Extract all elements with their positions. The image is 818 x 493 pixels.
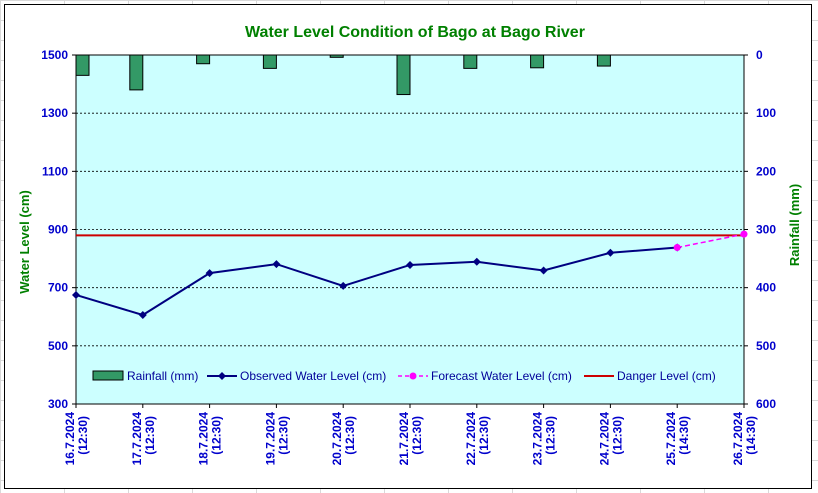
x-tick-date: 17.7.2024	[130, 412, 144, 466]
x-tick-date: 21.7.2024	[397, 412, 411, 466]
x-tick-label: 24.7.2024 (12:30)	[597, 412, 624, 466]
right-y-ticks: 0 100 200 300 400 500 600	[744, 48, 776, 411]
left-tick-label: 1500	[41, 48, 68, 62]
rainfall-bar	[596, 54, 611, 67]
observed-point	[138, 311, 147, 320]
x-tick-time: (12:30)	[477, 416, 491, 455]
x-tick-time: (12:30)	[143, 416, 157, 455]
rainfall-bar	[329, 54, 344, 58]
observed-point	[205, 269, 214, 278]
right-tick-label: 100	[756, 106, 776, 120]
observed-point	[406, 260, 414, 269]
x-tick-time: (12:30)	[610, 416, 624, 455]
left-tick-label: 300	[48, 397, 68, 411]
left-axis-label: Water Level (cm)	[17, 190, 32, 294]
observed-point	[272, 260, 281, 269]
x-tick-date: 16.7.2024	[63, 412, 77, 466]
x-tick-label: 20.7.2024 (12:30)	[330, 412, 357, 466]
x-tick-time: (12:30)	[76, 416, 90, 455]
x-tick-date: 22.7.2024	[464, 412, 478, 466]
x-tick-label: 26.7.2024 (14:30)	[731, 412, 758, 466]
rainfall-bar	[262, 54, 277, 69]
right-tick-label: 500	[756, 339, 776, 353]
right-tick-label: 0	[756, 48, 763, 62]
legend-danger-label: Danger Level (cm)	[617, 369, 716, 383]
left-tick-label: 500	[48, 339, 68, 353]
x-tick-time: (12:30)	[343, 416, 357, 455]
left-y-ticks: 300 500 700 900 1100 1300 1500	[41, 48, 76, 411]
right-tick-label: 300	[756, 223, 776, 237]
legend-forecast-label: Forecast Water Level (cm)	[431, 369, 572, 383]
markers	[72, 230, 748, 320]
legend-forecast-marker	[409, 372, 417, 380]
x-tick-label: 21.7.2024 (12:30)	[397, 412, 424, 466]
legend-observed-marker	[218, 372, 226, 380]
legend: Rainfall (mm) Observed Water Level (cm) Fo…	[92, 369, 716, 383]
left-tick-label: 1100	[42, 164, 68, 178]
observed-point	[606, 248, 615, 257]
right-tick-label: 200	[756, 164, 776, 178]
x-tick-date: 25.7.2024	[664, 412, 678, 466]
x-tick-time: (12:30)	[210, 416, 224, 455]
x-tick-date: 18.7.2024	[197, 412, 211, 466]
x-tick-date: 20.7.2024	[330, 412, 344, 466]
right-tick-label: 600	[756, 397, 776, 411]
right-axis-label: Rainfall (mm)	[787, 184, 802, 266]
x-tick-time: (14:30)	[677, 416, 691, 455]
observed-point	[539, 266, 548, 275]
x-tick-time: (12:30)	[276, 416, 290, 455]
x-tick-label: 19.7.2024 (12:30)	[263, 412, 290, 466]
chart-title: Water Level Condition of Bago at Bago Ri…	[245, 24, 585, 41]
observed-line	[75, 246, 678, 317]
forecast-point	[740, 230, 748, 238]
observed-point	[472, 257, 481, 266]
observed-point	[339, 281, 348, 290]
right-tick-label: 400	[756, 281, 776, 295]
legend-rain-label: Rainfall (mm)	[127, 369, 198, 383]
x-tick-time: (12:30)	[544, 416, 558, 455]
x-ticks: 16.7.2024 (12:30) 17.7.2024 (12:30) 18.7.202…	[63, 404, 758, 465]
left-tick-label: 900	[48, 223, 68, 237]
rainfall-bar	[530, 54, 545, 69]
gridlines	[76, 112, 744, 347]
rainfall-bar	[196, 54, 211, 65]
x-tick-time: (12:30)	[410, 416, 424, 455]
rainfall-bar	[129, 54, 144, 91]
x-tick-label: 16.7.2024 (12:30)	[63, 412, 90, 466]
left-tick-label: 700	[48, 281, 68, 295]
x-tick-label: 25.7.2024 (14:30)	[664, 412, 691, 466]
observed-point	[72, 290, 80, 299]
x-tick-date: 23.7.2024	[531, 412, 545, 466]
x-tick-time: (14:30)	[744, 416, 758, 455]
x-tick-label: 22.7.2024 (12:30)	[464, 412, 491, 466]
forecast-line	[677, 233, 745, 249]
x-tick-label: 23.7.2024 (12:30)	[531, 412, 558, 466]
rainfall-bars	[75, 54, 611, 96]
rainfall-bar	[75, 54, 90, 76]
x-tick-date: 26.7.2024	[731, 412, 745, 466]
legend-rain-swatch	[92, 370, 124, 381]
legend-observed-label: Observed Water Level (cm)	[240, 369, 386, 383]
x-tick-date: 24.7.2024	[597, 412, 611, 466]
x-tick-date: 19.7.2024	[263, 412, 277, 466]
rainfall-bar	[463, 54, 478, 69]
rainfall-bar	[396, 54, 411, 96]
forecast-point	[673, 244, 681, 252]
x-tick-label: 18.7.2024 (12:30)	[197, 412, 224, 466]
x-tick-label: 17.7.2024 (12:30)	[130, 412, 157, 466]
left-tick-label: 1300	[41, 106, 68, 120]
